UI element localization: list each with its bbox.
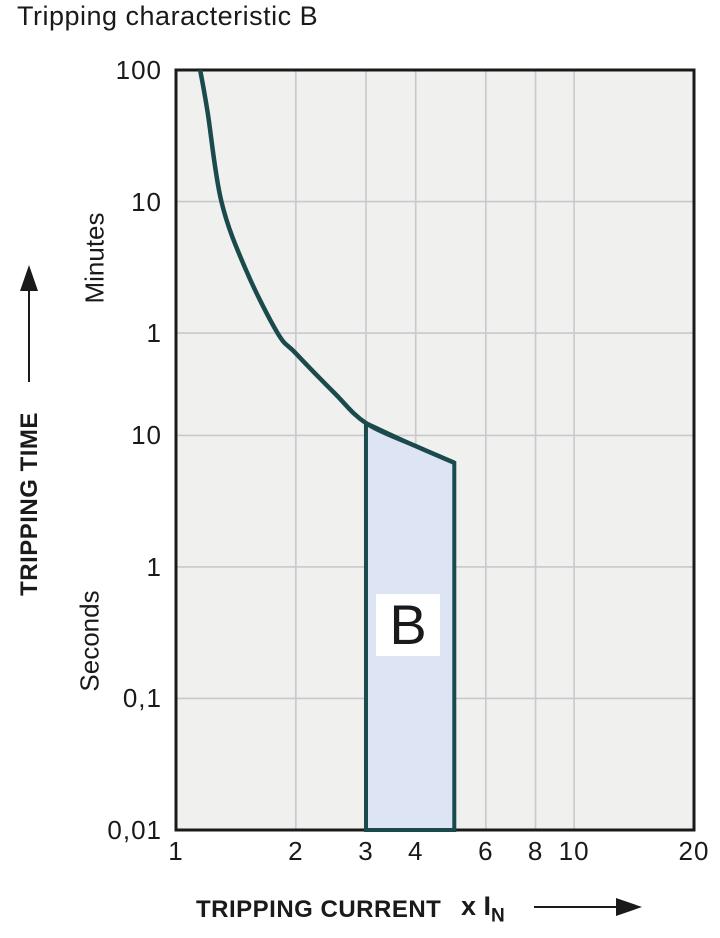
band-label: B — [376, 594, 440, 656]
x-tick-label: 1 — [168, 836, 184, 866]
x-axis-title: TRIPPING CURRENT — [196, 896, 442, 923]
x-axis-multiplier-text: x I — [461, 891, 492, 921]
chart-title: Tripping characteristic B — [17, 1, 319, 31]
y-axis-unit-minutes: Minutes — [79, 212, 110, 304]
x-tick-label: 6 — [478, 836, 494, 866]
y-tick-label: 10 — [131, 186, 162, 217]
y-axis-title: TRIPPING TIME — [16, 412, 43, 596]
y-tick-label: 0,1 — [122, 683, 162, 714]
right-arrow-icon — [534, 898, 642, 916]
y-tick-label: 0,01 — [107, 815, 162, 845]
y-axis-unit-seconds: Seconds — [74, 590, 105, 692]
x-tick-label: 3 — [358, 836, 374, 866]
x-tick-label: 4 — [407, 836, 424, 866]
x-tick-label: 2 — [288, 836, 304, 866]
y-tick-label: 100 — [115, 55, 162, 85]
x-tick-label: 10 — [558, 836, 590, 866]
trip-curve — [197, 69, 456, 465]
plot-border — [174, 68, 696, 832]
y-tick-label: 10 — [131, 420, 162, 451]
plot-background — [176, 70, 694, 830]
x-axis-multiplier-subscript: N — [491, 905, 505, 927]
x-axis-multiplier: x IN — [461, 891, 505, 927]
y-tick-label: 1 — [146, 551, 162, 582]
y-tick-label: 1 — [146, 318, 162, 349]
x-tick-label: 20 — [678, 836, 710, 866]
up-arrow-icon — [20, 265, 38, 382]
x-tick-label: 8 — [527, 836, 544, 866]
